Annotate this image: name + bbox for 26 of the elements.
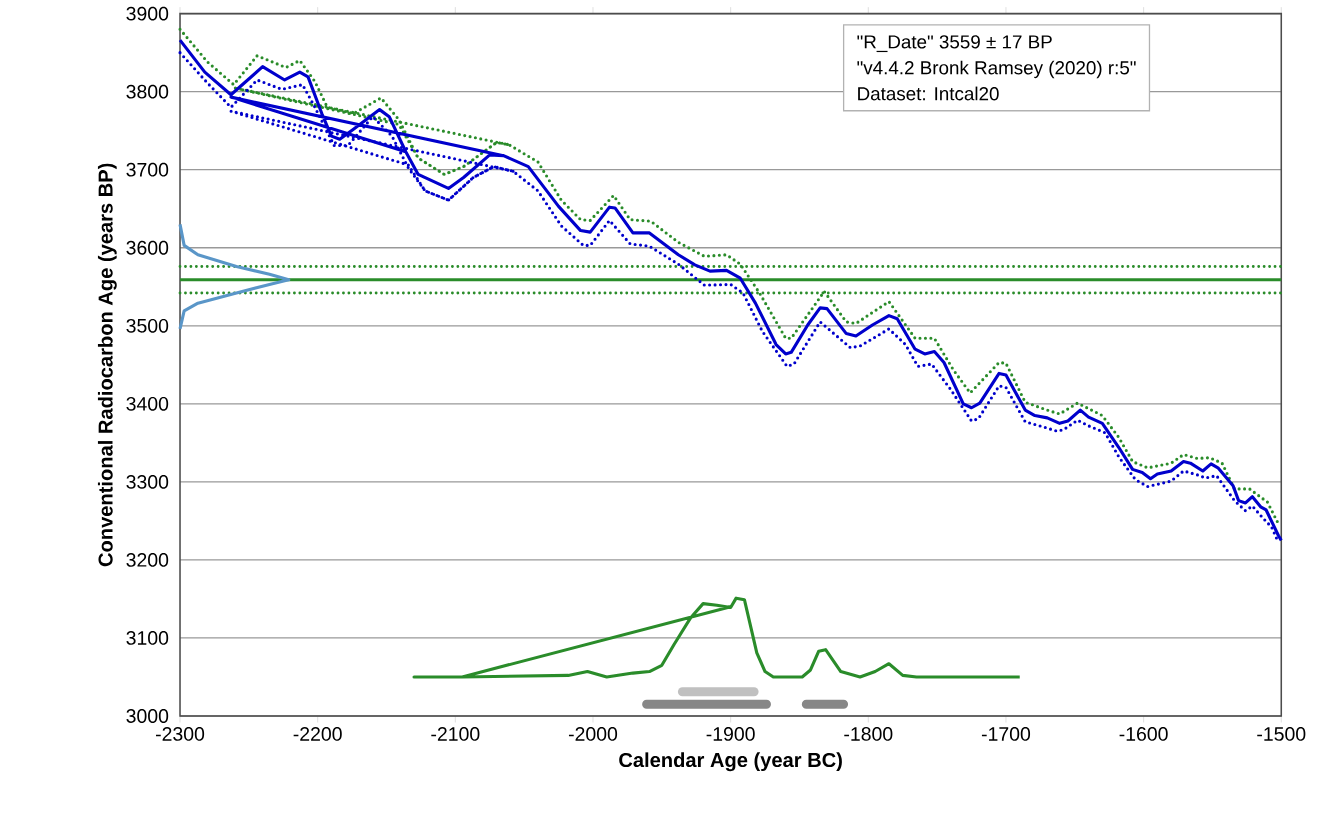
y-tick-label: 3500 bbox=[126, 318, 169, 333]
x-tick-label: -2300 bbox=[155, 727, 205, 741]
y-tick-label: 3600 bbox=[126, 240, 169, 255]
x-tick-label: -1500 bbox=[1257, 727, 1306, 741]
x-tick-label: -2000 bbox=[568, 727, 618, 741]
annotation: Dataset: Intcal20 bbox=[858, 86, 999, 101]
y-tick-label: 3200 bbox=[126, 552, 169, 567]
line-series bbox=[178, 222, 291, 331]
line-series bbox=[412, 596, 1022, 679]
y-tick-label: 3000 bbox=[126, 709, 169, 723]
y-axis-title: Conventional Radiocarbon Age (years BP) bbox=[97, 163, 117, 567]
x-tick-label: -2200 bbox=[293, 727, 342, 741]
x-tick-label: -1600 bbox=[1119, 727, 1168, 741]
x-axis-title: Calendar Age (year BC) bbox=[619, 752, 842, 772]
y-tick-label: 3900 bbox=[126, 6, 169, 21]
x-tick-label: -2100 bbox=[431, 727, 480, 741]
y-tick-label: 3300 bbox=[126, 474, 169, 489]
y-tick-label: 3400 bbox=[126, 396, 169, 411]
x-tick-label: -1900 bbox=[706, 727, 755, 741]
x-tick-label: -1800 bbox=[844, 727, 893, 741]
y-tick-label: 3100 bbox=[126, 631, 169, 645]
y-tick-label: 3700 bbox=[126, 162, 169, 177]
annotation: "R_Date" 3559 ± 17 BP bbox=[857, 35, 1052, 53]
annotation: "v4.4.2 Bronk Ramsey (2020) r:5" bbox=[857, 60, 1136, 79]
y-tick-label: 3800 bbox=[126, 84, 169, 99]
x-tick-label: -1700 bbox=[981, 727, 1031, 741]
